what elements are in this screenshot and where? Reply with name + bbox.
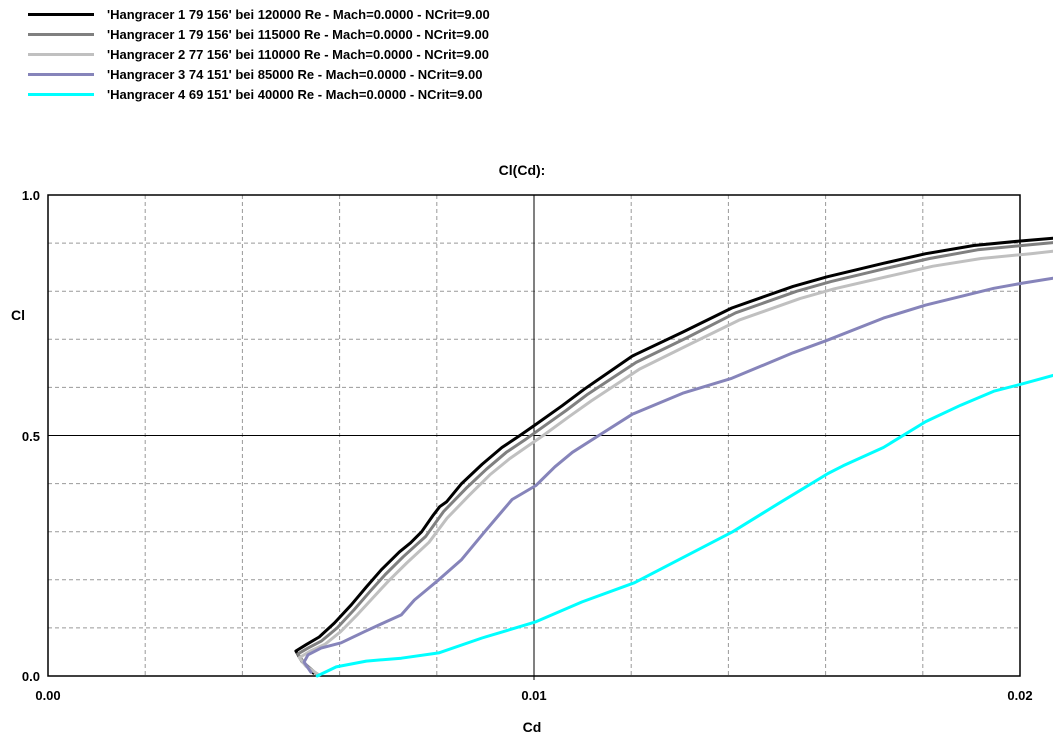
plot-border [47, 194, 1021, 677]
legend-line-swatch [28, 52, 94, 56]
x-tick-label: 0.02 [1007, 688, 1033, 703]
legend-label: 'Hangracer 2 77 156' bei 110000 Re - Mac… [107, 46, 489, 62]
legend-label: 'Hangracer 1 79 156' bei 115000 Re - Mac… [107, 26, 489, 42]
plot-title: Cl(Cd): [498, 162, 546, 178]
x-tick-label: 0.01 [521, 688, 547, 703]
legend-line-swatch [28, 32, 94, 36]
legend-item: 'Hangracer 1 79 156' bei 115000 Re - Mac… [0, 24, 490, 44]
polar-curve-2 [297, 249, 1053, 677]
y-tick-label: 1.0 [21, 188, 40, 203]
y-tick-label: 0.5 [21, 428, 40, 444]
legend-line-swatch [28, 72, 94, 76]
polar-curve-1 [296, 241, 1053, 676]
legend-item: 'Hangracer 1 79 156' bei 120000 Re - Mac… [0, 4, 490, 24]
legend-label: 'Hangracer 4 69 151' bei 40000 Re - Mach… [107, 86, 483, 102]
legend-label: 'Hangracer 3 74 151' bei 85000 Re - Mach… [107, 66, 483, 82]
legend-line-swatch [28, 12, 94, 16]
x-tick-label: 0.00 [35, 688, 61, 703]
legend-item: 'Hangracer 2 77 156' bei 110000 Re - Mac… [0, 44, 490, 64]
legend: 'Hangracer 1 79 156' bei 120000 Re - Mac… [0, 4, 490, 104]
y-tick-label: 0.0 [21, 669, 40, 684]
polar-curve-0 [294, 236, 1053, 675]
legend-label: 'Hangracer 1 79 156' bei 120000 Re - Mac… [107, 6, 490, 22]
polar-curve-3 [302, 276, 1053, 674]
legend-item: 'Hangracer 3 74 151' bei 85000 Re - Mach… [0, 64, 490, 84]
x-axis-label: Cd [522, 719, 542, 735]
y-axis-label: Cl [11, 307, 25, 323]
legend-line-swatch [28, 92, 94, 96]
legend-item: 'Hangracer 4 69 151' bei 40000 Re - Mach… [0, 84, 490, 104]
polar-curve-4 [315, 373, 1053, 678]
